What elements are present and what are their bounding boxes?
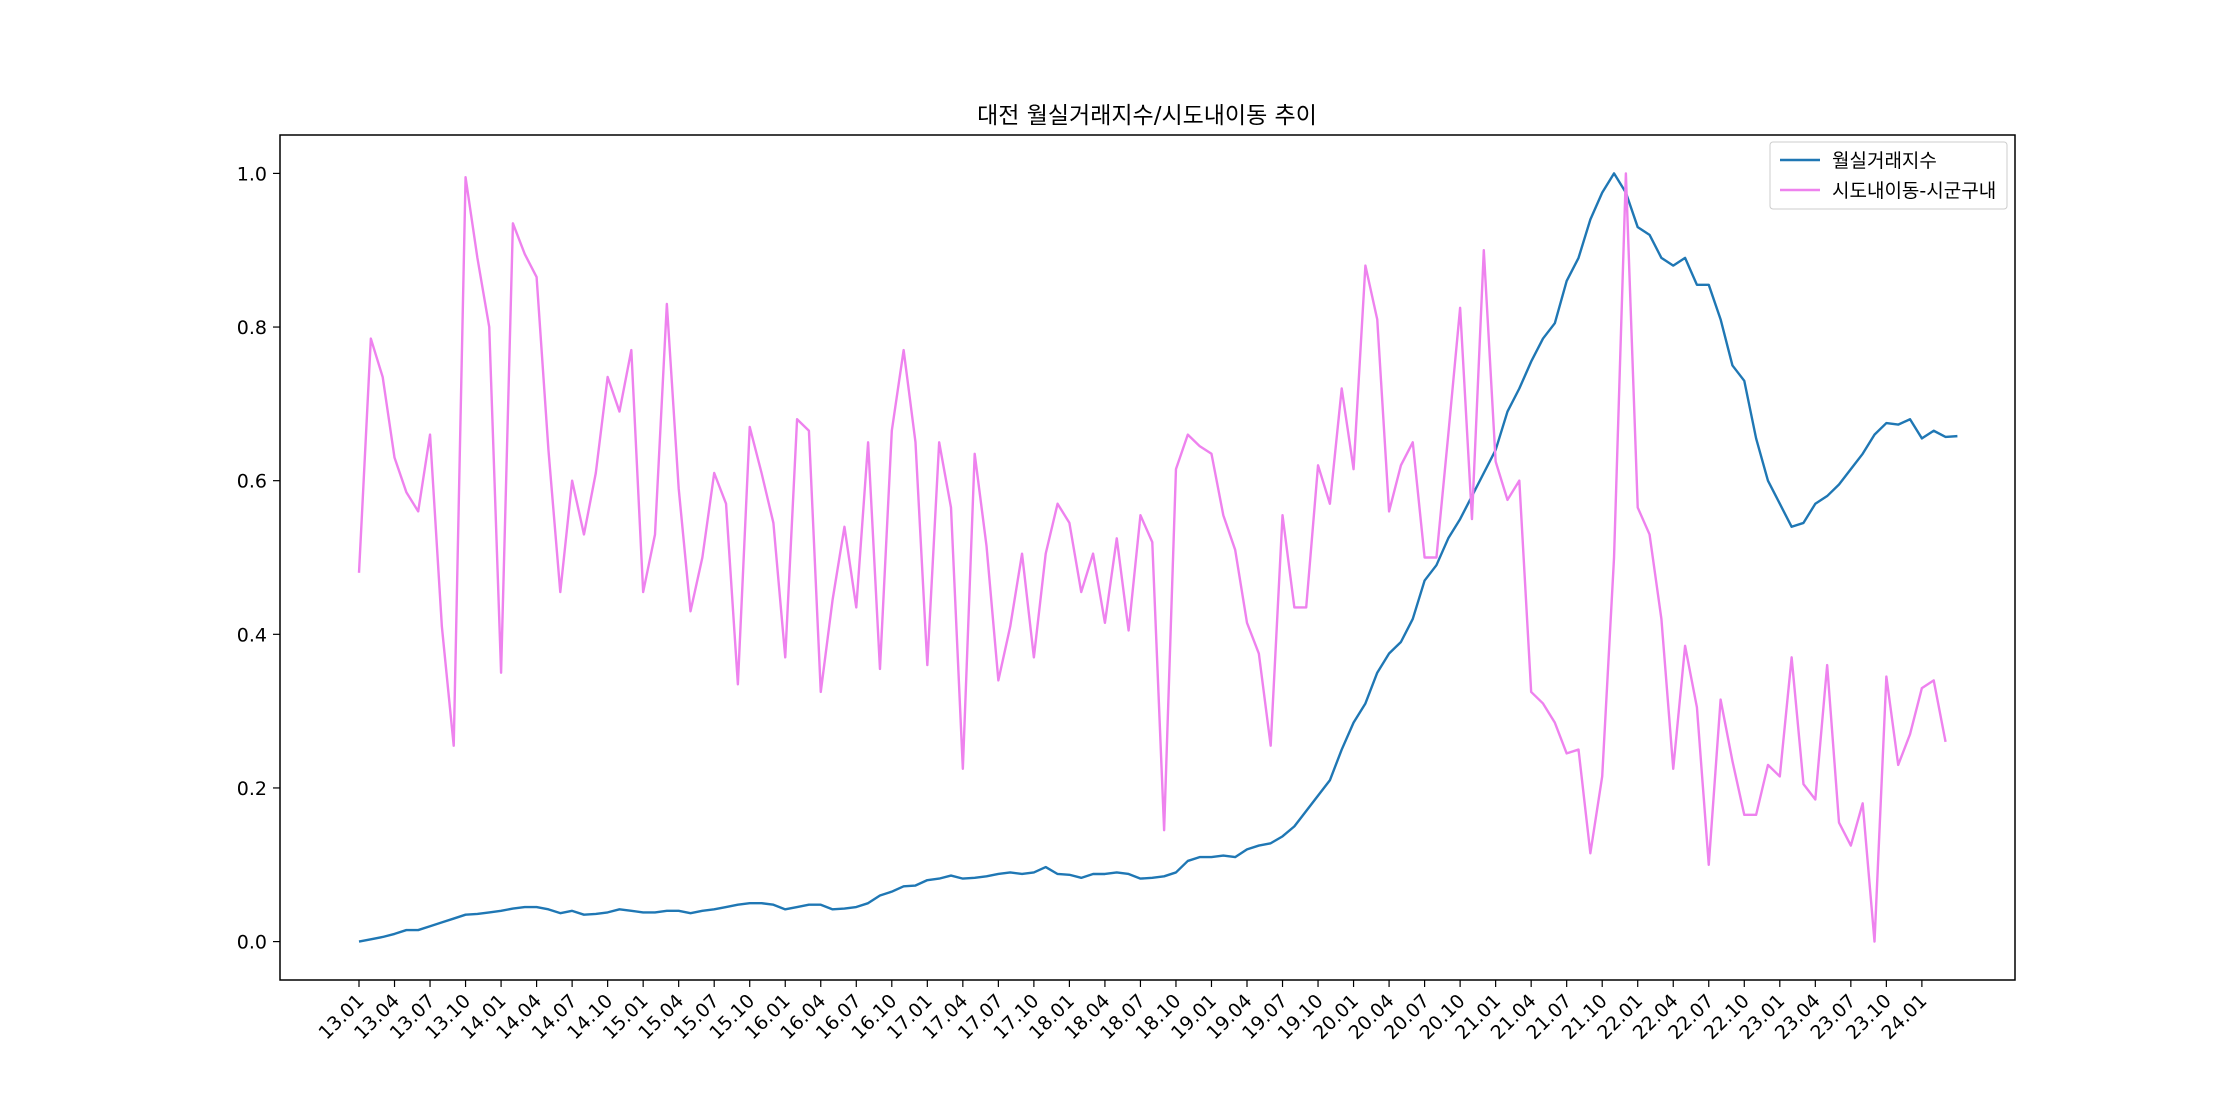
- plot-frame: [279, 134, 2016, 981]
- y-tick-label: 0.2: [237, 778, 267, 800]
- series-line-2: [357, 172, 1947, 943]
- legend-box: [1769, 141, 2008, 210]
- y-axis: 0.0 0.2 0.4 0.6 0.8 1.0: [237, 163, 280, 954]
- y-tick-label: 1.0: [237, 163, 267, 185]
- y-tick-label: 0.8: [237, 317, 267, 339]
- chart-title: 대전 월실거래지수/시도내이동 추이: [977, 103, 1317, 129]
- y-tick-label: 0.0: [237, 932, 267, 954]
- legend-label-series-1: 월실거래지수: [1832, 150, 1937, 172]
- y-tick-label: 0.6: [237, 471, 267, 493]
- x-axis: 13.0113.0413.0713.1014.0114.0414.0714.10…: [315, 980, 1931, 1044]
- series-line-1: [358, 172, 1958, 943]
- y-tick-label: 0.4: [237, 624, 267, 646]
- legend: 월실거래지수 시도내이동-시군구내: [1769, 141, 2008, 210]
- series-layer: [357, 172, 1958, 943]
- legend-label-series-2: 시도내이동-시군구내: [1832, 180, 1996, 202]
